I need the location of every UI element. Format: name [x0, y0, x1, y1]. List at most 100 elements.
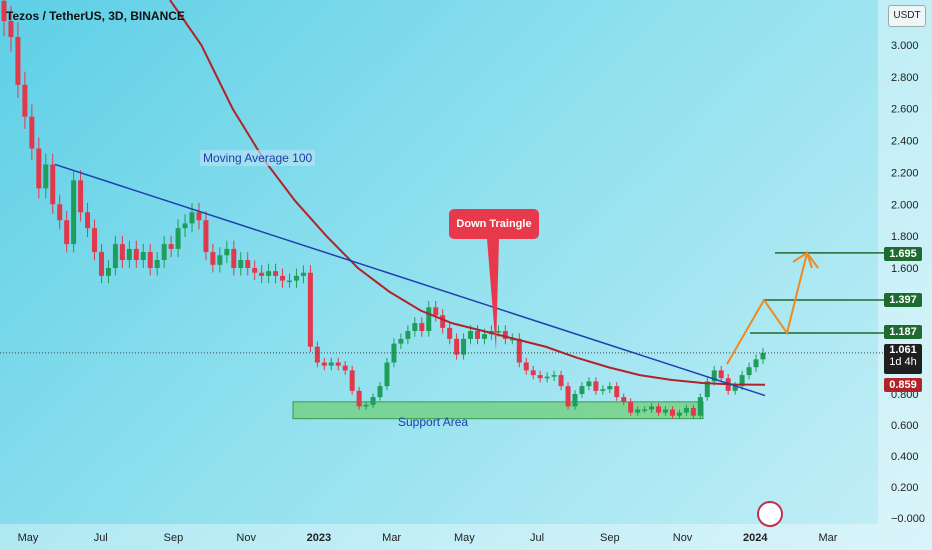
candle-body	[711, 370, 717, 382]
candle-body	[551, 375, 557, 377]
candle-body	[286, 280, 292, 283]
candle-body	[663, 409, 669, 413]
candle-body	[370, 397, 376, 405]
candle-body	[433, 307, 439, 316]
candle-body	[419, 323, 425, 331]
x-tick-label: 2023	[307, 532, 331, 544]
x-tick-label: May	[454, 532, 475, 544]
candle-body	[502, 331, 508, 339]
candle-body	[579, 386, 585, 394]
candle-body	[398, 338, 404, 344]
candle-body	[217, 255, 223, 265]
current-price-tag: 1.061 1d 4h	[884, 344, 922, 374]
candle-body	[349, 370, 355, 391]
projection-path	[726, 250, 819, 365]
candle-body	[468, 331, 474, 339]
down-triangle-callout: Down Traingle	[449, 209, 539, 239]
currency-button[interactable]: USDT	[888, 5, 926, 27]
candle-body	[15, 37, 21, 85]
moving-average-line	[169, 0, 766, 386]
candle-body	[210, 252, 216, 265]
x-tick-label: Mar	[382, 532, 401, 544]
candle-body	[509, 338, 515, 341]
candle-body	[586, 381, 592, 387]
candle-body	[718, 370, 724, 379]
x-tick-label: Mar	[819, 532, 838, 544]
trend-line	[54, 163, 766, 397]
candle-body	[732, 386, 738, 391]
candle-body	[405, 331, 411, 339]
candle-body	[224, 248, 230, 256]
x-tick-label: May	[18, 532, 39, 544]
candle-body	[537, 375, 543, 379]
time-axis-panel	[0, 524, 878, 550]
y-tick-label: 0.200	[891, 482, 919, 494]
bar-countdown: 1d 4h	[889, 356, 917, 368]
candle-body	[280, 275, 286, 281]
x-tick-label: Jul	[94, 532, 108, 544]
candle-body	[621, 397, 627, 402]
x-tick-label: Nov	[236, 532, 256, 544]
candle-body	[168, 244, 174, 249]
candle-body	[182, 223, 188, 229]
x-tick-label: 2024	[743, 532, 768, 544]
candle-body	[669, 409, 675, 416]
candle-body	[384, 362, 390, 387]
candle-body	[231, 248, 237, 268]
target-mid-tag: 1.397	[884, 293, 922, 307]
candle-body	[196, 212, 202, 221]
candle-body	[252, 268, 258, 273]
candle-body	[293, 275, 299, 281]
candle-body	[140, 252, 146, 261]
candle-body	[642, 409, 648, 411]
y-tick-label: −0.000	[891, 513, 925, 525]
candle-body	[266, 271, 272, 276]
candle-body	[481, 334, 487, 339]
candle-body	[300, 272, 306, 276]
candle-body	[64, 220, 70, 245]
candle-body	[85, 212, 91, 229]
x-tick-label: Jul	[530, 532, 544, 544]
candle-body	[57, 204, 63, 221]
candle-body	[475, 331, 481, 339]
candle-body	[335, 362, 341, 366]
candle-body	[245, 260, 251, 268]
candle-body	[342, 365, 348, 371]
candle-body	[105, 268, 111, 276]
callout-pointer	[487, 239, 499, 350]
tradingview-logo-icon	[757, 501, 783, 527]
candle-body	[43, 164, 49, 189]
y-tick-label: 1.800	[891, 231, 919, 243]
x-tick-label: Nov	[673, 532, 693, 544]
candle-body	[495, 331, 501, 333]
chart-title: Tezos / TetherUS, 3D, BINANCE	[6, 9, 185, 23]
y-tick-label: 3.000	[891, 40, 919, 52]
candle-body	[649, 406, 655, 410]
candle-body	[600, 389, 606, 391]
x-tick-label: Sep	[600, 532, 620, 544]
candle-body	[8, 21, 14, 37]
y-tick-label: 0.600	[891, 420, 919, 432]
candle-body	[50, 164, 56, 205]
candle-body	[530, 370, 536, 376]
candle-body	[565, 386, 571, 407]
candle-body	[461, 338, 467, 355]
candle-body	[614, 386, 620, 398]
candle-body	[454, 338, 460, 355]
target-high-tag: 1.695	[884, 247, 922, 261]
candle-body	[92, 228, 98, 253]
candle-body	[572, 394, 578, 407]
candle-body	[377, 386, 383, 398]
candle-body	[760, 352, 766, 360]
y-tick-label: 1.600	[891, 263, 919, 275]
candle-body	[259, 272, 265, 276]
candle-body	[175, 228, 181, 249]
current-price-value: 1.061	[889, 344, 917, 356]
candle-body	[29, 116, 35, 149]
y-tick-label: 0.400	[891, 451, 919, 463]
y-tick-label: 0.800	[891, 389, 919, 401]
candle-body	[307, 272, 313, 347]
candle-body	[544, 376, 550, 379]
